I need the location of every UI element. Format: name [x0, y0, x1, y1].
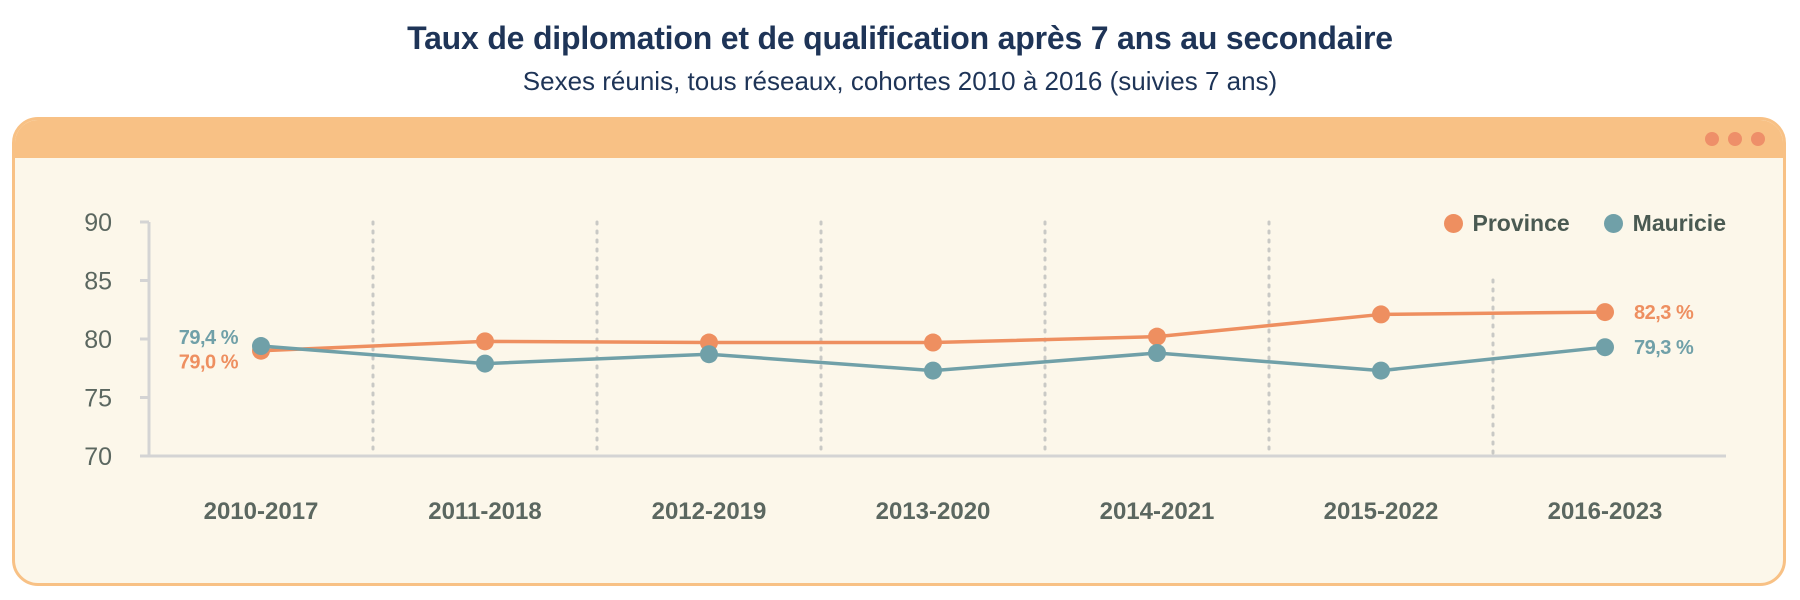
chart-card — [12, 117, 1786, 586]
y-tick-label: 75 — [84, 385, 112, 413]
data-point-mauricie — [700, 345, 718, 364]
data-label-province-last: 82,3 % — [1634, 302, 1694, 324]
data-point-province — [924, 333, 942, 352]
x-tick-label: 2016-2023 — [1548, 498, 1663, 525]
legend-label-mauricie: Mauricie — [1632, 210, 1726, 236]
x-tick-label: 2010-2017 — [204, 498, 319, 525]
data-point-mauricie — [1148, 344, 1166, 363]
legend-item-province: Province — [1443, 210, 1570, 237]
x-tick-label: 2014-2021 — [1100, 498, 1215, 525]
legend-swatch-province — [1443, 214, 1463, 233]
x-tick-label: 2015-2022 — [1324, 498, 1439, 525]
y-tick-label: 80 — [84, 326, 112, 354]
legend-item-mauricie: Mauricie — [1603, 210, 1726, 237]
data-point-province — [1372, 305, 1390, 324]
data-point-province — [1596, 303, 1614, 322]
y-tick-label: 70 — [84, 443, 112, 471]
data-point-province — [1148, 327, 1166, 346]
legend-label-province: Province — [1472, 210, 1570, 236]
data-point-mauricie — [924, 361, 942, 380]
card-title-bar — [15, 120, 1783, 158]
x-tick-label: 2011-2018 — [428, 498, 541, 525]
window-dot-icon — [1728, 132, 1742, 146]
chart-title: Taux de diplomation et de qualification … — [407, 20, 1393, 56]
x-tick-label: 2012-2019 — [652, 498, 767, 525]
data-label-province-first: 79,0 % — [179, 352, 239, 374]
data-point-mauricie — [476, 354, 494, 373]
x-tick-label: 2013-2020 — [876, 498, 991, 525]
chart-subtitle: Sexes réunis, tous réseaux, cohortes 201… — [522, 66, 1278, 96]
chart-legend: Province Mauricie — [1443, 210, 1726, 237]
data-point-mauricie — [1372, 361, 1390, 380]
window-dot-icon — [1751, 132, 1765, 146]
legend-swatch-mauricie — [1603, 214, 1623, 233]
y-tick-label: 85 — [84, 268, 112, 296]
data-point-mauricie — [1596, 338, 1614, 357]
y-tick-label: 90 — [84, 209, 112, 237]
data-point-province — [476, 332, 494, 351]
data-label-mauricie-last: 79,3 % — [1634, 337, 1694, 359]
window-dots — [1705, 132, 1765, 146]
data-point-mauricie — [252, 337, 270, 356]
data-label-mauricie-first: 79,4 % — [179, 327, 239, 349]
window-dot-icon — [1705, 132, 1719, 146]
